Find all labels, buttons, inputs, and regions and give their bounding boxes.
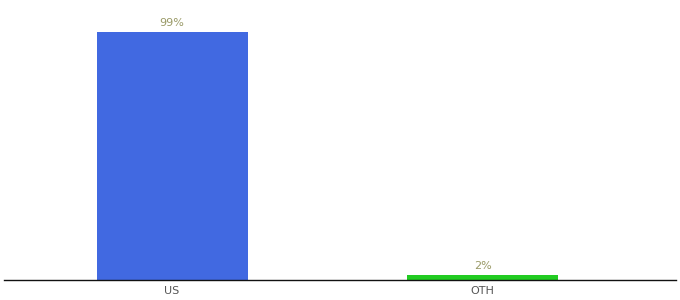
Text: 99%: 99% <box>160 18 184 28</box>
Bar <box>97 32 248 280</box>
Text: 2%: 2% <box>474 262 492 272</box>
Bar <box>407 275 558 280</box>
